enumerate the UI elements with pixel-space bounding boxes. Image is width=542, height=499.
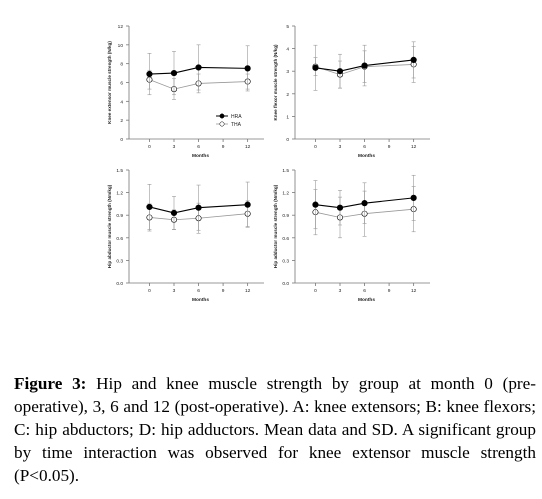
y-tick-label: 4 xyxy=(120,99,123,105)
series-line-tha xyxy=(149,79,248,90)
y-tick-label: 6 xyxy=(120,81,123,87)
figure-caption-text: Hip and knee muscle strength by group at… xyxy=(14,374,537,485)
x-axis-label: Months xyxy=(358,153,375,159)
data-point-hra xyxy=(410,56,417,64)
x-tick-label: 9 xyxy=(388,144,391,150)
series-line-hra xyxy=(315,59,414,72)
data-point-hra xyxy=(195,204,202,211)
y-tick-label: 0 xyxy=(286,137,289,143)
x-tick-label: 12 xyxy=(411,288,417,294)
x-tick-label: 6 xyxy=(363,288,366,294)
data-point-hra xyxy=(195,64,202,71)
chart-svg: 0.0 0.3 0.6 0.9 1.2 1.5 0 3 6 9 12 Months Hip abduct… xyxy=(107,168,264,303)
x-axis-label: Months xyxy=(192,297,209,303)
y-axis-label: Knee flexor muscle strength (N/kg) xyxy=(273,44,278,121)
legend-label: HRA xyxy=(231,114,242,120)
x-tick-label: 12 xyxy=(245,288,251,294)
x-tick-label: 0 xyxy=(314,144,317,150)
data-point-hra xyxy=(312,64,319,71)
x-axis-label: Months xyxy=(358,297,375,303)
x-tick-label: 0 xyxy=(148,144,151,150)
series-line-hra xyxy=(149,204,248,214)
x-tick-label: 3 xyxy=(173,144,176,150)
y-tick-label: 3 xyxy=(286,69,289,75)
y-tick-label: 1.5 xyxy=(116,168,123,174)
x-tick-label: 12 xyxy=(411,144,417,150)
chart-panel-knee-flexors: 0 1 2 3 4 5 0 3 6 9 12 Months Knee flexor muscle str… xyxy=(266,18,436,168)
x-tick-label: 9 xyxy=(222,288,225,294)
y-tick-label: 1.5 xyxy=(282,168,289,174)
series-line-tha xyxy=(315,64,414,76)
chart-panel-knee-extensors: 0 2 4 6 8 10 12 0 3 6 9 12 Months Knee extensor muscl… xyxy=(100,18,270,168)
series-line-hra xyxy=(315,197,414,209)
x-tick-label: 12 xyxy=(245,144,251,150)
data-point-hra xyxy=(170,209,178,217)
y-tick-label: 10 xyxy=(118,43,124,49)
chart-svg: 0 2 4 6 8 10 12 0 3 6 9 12 Months Knee extensor muscl… xyxy=(107,24,264,159)
data-point-hra xyxy=(336,68,344,75)
x-tick-label: 0 xyxy=(148,288,151,294)
y-tick-label: 0.3 xyxy=(116,258,123,264)
y-tick-label: 5 xyxy=(286,24,289,30)
x-tick-label: 6 xyxy=(363,144,366,150)
y-tick-label: 0.0 xyxy=(116,281,123,287)
data-point-hra xyxy=(146,203,153,211)
x-tick-label: 3 xyxy=(339,144,342,150)
x-tick-label: 3 xyxy=(173,288,176,294)
legend-marker xyxy=(219,121,225,127)
y-tick-label: 2 xyxy=(286,92,289,98)
data-point-hra xyxy=(361,200,368,207)
series-line-hra xyxy=(149,66,248,75)
x-tick-label: 9 xyxy=(388,288,391,294)
y-tick-label: 0.6 xyxy=(282,236,289,242)
chart-panel-hip-adductors: 0.0 0.3 0.6 0.9 1.2 1.5 0 3 6 9 12 Months Hip adduct… xyxy=(266,162,436,312)
data-point-hra xyxy=(361,62,368,69)
y-tick-label: 8 xyxy=(120,62,123,68)
y-tick-label: 1 xyxy=(286,114,289,120)
x-tick-label: 0 xyxy=(314,288,317,294)
data-point-hra xyxy=(244,201,251,208)
y-axis-label: Knee extensor muscle strength (N/kg) xyxy=(107,41,112,124)
legend-marker xyxy=(219,113,225,119)
x-axis-label: Months xyxy=(192,153,209,159)
data-point-hra xyxy=(410,194,417,201)
figure-caption-label: Figure 3: xyxy=(14,374,87,393)
y-tick-label: 0.9 xyxy=(116,213,123,219)
y-tick-label: 0.0 xyxy=(282,281,289,287)
x-tick-label: 6 xyxy=(197,288,200,294)
chart-svg: 0.0 0.3 0.6 0.9 1.2 1.5 0 3 6 9 12 Months Hip adduct… xyxy=(273,168,430,303)
y-tick-label: 4 xyxy=(286,47,289,53)
y-tick-label: 12 xyxy=(118,24,124,30)
y-tick-label: 2 xyxy=(120,118,123,124)
data-point-hra xyxy=(146,70,153,78)
y-tick-label: 1.2 xyxy=(282,191,289,197)
chart-panel-hip-abductors: 0.0 0.3 0.6 0.9 1.2 1.5 0 3 6 9 12 Months Hip abduct… xyxy=(100,162,270,312)
figure-caption: Figure 3: Hip and knee muscle strength b… xyxy=(14,372,536,487)
y-axis-label: Hip abductor muscle strength (Nm/kg) xyxy=(107,184,112,268)
y-tick-label: 0.3 xyxy=(282,258,289,264)
data-point-hra xyxy=(244,65,251,72)
y-tick-label: 0 xyxy=(120,137,123,143)
series-line-tha xyxy=(149,213,248,221)
y-tick-label: 1.2 xyxy=(116,191,123,197)
x-tick-label: 6 xyxy=(197,144,200,150)
y-tick-label: 0.6 xyxy=(116,236,123,242)
data-point-hra xyxy=(312,201,319,208)
legend-label: THA xyxy=(231,122,242,128)
data-point-hra xyxy=(336,204,344,211)
x-tick-label: 9 xyxy=(222,144,225,150)
data-point-hra xyxy=(170,69,178,77)
y-tick-label: 0.9 xyxy=(282,213,289,219)
x-tick-label: 3 xyxy=(339,288,342,294)
y-axis-label: Hip adductor muscle strength (Nm/kg) xyxy=(273,184,278,268)
series-line-tha xyxy=(315,208,414,218)
